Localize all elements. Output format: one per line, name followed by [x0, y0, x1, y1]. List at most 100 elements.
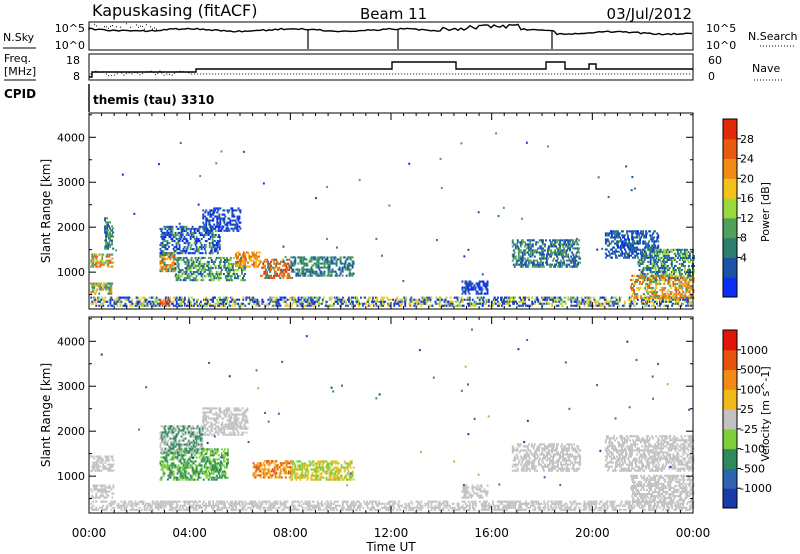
range-gate-cell: [539, 247, 541, 250]
range-gate-cell: [512, 243, 515, 246]
range-gate-cell: [351, 304, 353, 307]
range-gate-cell: [181, 298, 184, 301]
range-gate-cell: [240, 302, 243, 305]
range-gate-cell: [606, 254, 609, 257]
range-gate-cell: [634, 280, 636, 283]
range-gate-cell: [209, 219, 212, 222]
range-gate-cell: [244, 261, 246, 264]
range-gate-cell: [159, 460, 162, 463]
range-gate-cell: [107, 243, 109, 246]
range-gate-cell: [678, 248, 681, 251]
range-gate-cell: [161, 231, 164, 234]
range-gate-cell: [676, 300, 678, 303]
range-gate-cell: [653, 304, 655, 307]
range-gate-cell: [259, 259, 261, 262]
range-gate-cell: [673, 275, 676, 278]
range-gate-cell: [299, 256, 302, 259]
range-gate-cell: [217, 227, 220, 230]
range-gate-cell: [187, 264, 190, 267]
range-gate-cell: [110, 253, 113, 256]
nsearch-label: N.Search: [748, 30, 798, 43]
range-gate-cell: [604, 242, 607, 245]
range-gate-cell: [254, 265, 256, 268]
range-gate-cell: [497, 300, 499, 303]
range-gate-cell: [119, 302, 122, 305]
range-gate-cell: [206, 227, 209, 230]
range-gate-cell: [205, 209, 208, 212]
range-gate-cell: [598, 298, 601, 301]
range-gate-cell: [189, 252, 192, 255]
range-gate-cell: [673, 252, 676, 255]
range-gate-cell: [651, 248, 654, 251]
range-gate-cell: [285, 270, 288, 273]
range-gate-cell: [634, 297, 636, 300]
range-gate-cell: [673, 284, 676, 287]
range-gate-cell: [631, 274, 633, 277]
range-gate-cell: [183, 466, 186, 469]
range-gate-cell: [323, 264, 326, 267]
range-gate-cell: [503, 300, 505, 303]
range-gate-cell: [192, 298, 195, 301]
range-gate-cell: [681, 276, 684, 279]
nsky-tick-top: 10^5: [55, 22, 85, 35]
range-gate-cell: [164, 253, 167, 256]
range-gate-cell: [209, 213, 212, 216]
range-gate-cell: [269, 264, 272, 267]
range-gate-cell: [295, 298, 298, 301]
range-gate-cell: [105, 457, 108, 460]
range-gate-cell: [676, 297, 679, 300]
range-gate-cell: [580, 302, 583, 305]
range-gate-cell: [549, 263, 551, 266]
range-gate-cell: [302, 260, 305, 263]
range-gate-cell: [575, 253, 578, 256]
range-gate-cell: [96, 465, 99, 468]
range-gate-cell: [287, 276, 290, 279]
range-gate-cell: [213, 250, 216, 253]
range-gate-cell: [357, 300, 359, 303]
range-gate-cell: [345, 266, 348, 269]
range-gate-cell: [105, 261, 108, 264]
range-gate-cell: [442, 298, 445, 301]
range-gate-cell: [230, 207, 233, 210]
range-gate-cell: [216, 242, 219, 245]
range-gate-cell: [180, 456, 183, 459]
range-gate-cell: [202, 221, 205, 224]
range-gate-cell: [640, 300, 643, 303]
range-gate-cell: [288, 272, 291, 275]
range-gate-cell: [537, 298, 540, 301]
range-gate-cell: [214, 233, 217, 236]
range-gate-cell: [581, 298, 584, 301]
range-gate-cell: [320, 272, 323, 275]
range-gate-cell: [513, 243, 516, 246]
range-gate-cell: [469, 302, 472, 305]
range-gate-cell: [339, 272, 342, 275]
range-gate-cell: [569, 241, 572, 244]
range-gate-cell: [434, 300, 437, 303]
range-gate-cell: [667, 289, 670, 292]
range-gate-cell: [109, 300, 112, 303]
range-gate-cell: [523, 245, 526, 248]
range-gate-cell: [209, 298, 211, 301]
range-gate-cell: [190, 227, 193, 230]
range-gate-cell: [207, 219, 210, 222]
range-gate-cell: [95, 290, 98, 293]
range-gate-cell: [216, 235, 219, 238]
range-gate-cell: [214, 304, 216, 307]
range-gate-cell: [108, 225, 110, 228]
range-gate-cell: [662, 287, 665, 290]
range-gate-cell: [461, 298, 464, 301]
range-gate-cell: [119, 304, 122, 307]
range-gate-cell: [671, 302, 673, 305]
range-gate-cell: [521, 239, 524, 242]
range-gate-cell: [107, 292, 110, 295]
range-gate-cell: [283, 272, 286, 275]
range-gate-cell: [621, 234, 623, 237]
range-gate-cell: [256, 255, 258, 258]
range-gate-cell: [666, 256, 669, 259]
range-gate-cell: [183, 235, 186, 238]
range-gate-cell: [647, 248, 650, 251]
range-gate-cell: [654, 279, 657, 282]
range-gate-cell: [543, 302, 546, 305]
range-gate-cell: [657, 248, 660, 251]
range-gate-cell: [105, 243, 107, 246]
